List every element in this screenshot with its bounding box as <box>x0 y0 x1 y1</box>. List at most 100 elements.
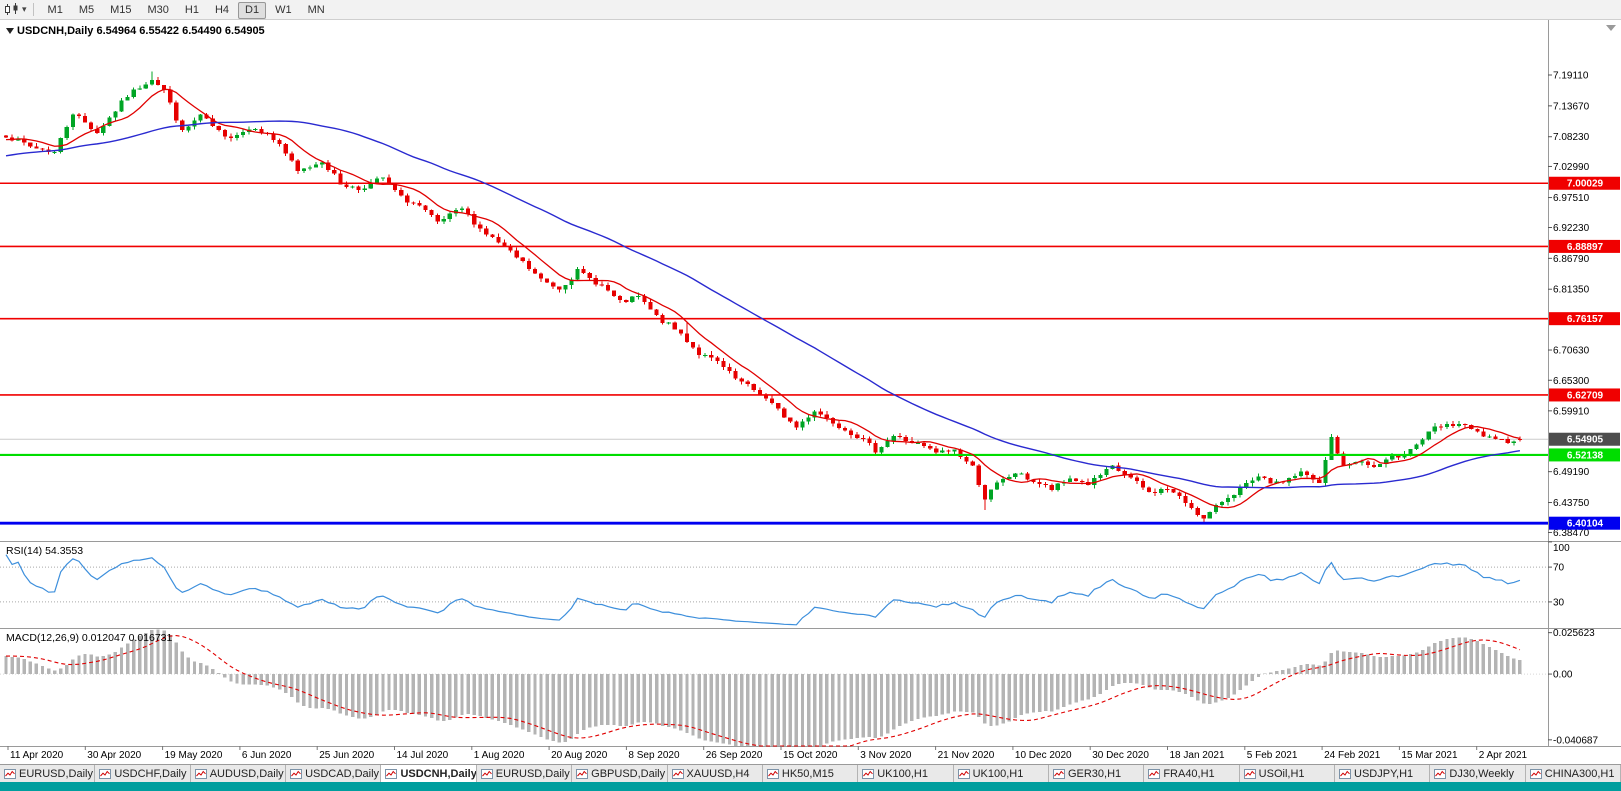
timeframe-toolbar: ▾ M1 M5 M15 M30 H1 H4 D1 W1 MN <box>0 0 1621 20</box>
tab-icon <box>194 768 207 779</box>
tab-label: HK50,M15 <box>781 767 834 780</box>
date-axis-label: 6 Jun 2020 <box>242 750 292 761</box>
tab-icon <box>99 768 112 779</box>
candlestick-series <box>3 71 1523 524</box>
tab-chart-icon <box>480 768 493 779</box>
tab-icon <box>385 768 398 779</box>
tab-label: FRA40,H1 <box>1163 767 1215 780</box>
rsi-level-label: 70 <box>1553 563 1565 574</box>
tab-icon <box>766 768 779 779</box>
bottom-tab-FRA40-H1[interactable]: FRA40,H1 <box>1144 765 1240 782</box>
bottom-tab-USDJPY-H1[interactable]: USDJPY,H1 <box>1335 765 1431 782</box>
price-badge-6.40104-text: 6.40104 <box>1567 519 1604 530</box>
bottom-tab-GER30-H1[interactable]: GER30,H1 <box>1048 765 1145 782</box>
chart-type-dropdown-caret-icon[interactable]: ▾ <box>22 4 27 14</box>
tab-icon <box>957 768 970 779</box>
bottom-tab-DJ30-Weekly[interactable]: DJ30,Weekly <box>1430 765 1526 782</box>
tab-icon <box>1434 768 1447 779</box>
timeframe-button-M30[interactable]: M30 <box>147 4 169 16</box>
date-axis-label: 2 Apr 2021 <box>1479 750 1528 761</box>
tab-label: USOil,H1 <box>1258 767 1305 780</box>
tab-icon <box>4 768 16 779</box>
bottom-tab-XAUUSD-H4[interactable]: XAUUSD,H4 <box>667 765 763 782</box>
tab-chart-icon <box>385 768 398 779</box>
bottom-tab-USDCNH-Daily[interactable]: USDCNH,Daily <box>381 765 477 782</box>
timeframe-button-D1[interactable]: D1 <box>238 2 267 19</box>
macd-axis-label-top: 0.025623 <box>1553 628 1595 639</box>
bottom-tab-HK50-M15[interactable]: HK50,M15 <box>762 765 859 782</box>
bottom-strip <box>0 782 1621 791</box>
symbol-marker-icon <box>6 28 14 34</box>
bottom-tab-GBPUSD-Daily[interactable]: GBPUSD,Daily <box>572 765 668 782</box>
price-tick-label: 6.65300 <box>1553 376 1590 387</box>
timeframe-button-M5[interactable]: M5 <box>78 4 95 16</box>
price-badge-6.40104[interactable] <box>1549 516 1620 530</box>
price-badge-6.52138-text: 6.52138 <box>1567 450 1604 461</box>
tab-chart-icon <box>1339 768 1352 779</box>
tab-label: GBPUSD,Daily <box>591 767 666 780</box>
price-badge-6.76157[interactable] <box>1549 312 1620 326</box>
timeframe-button-H4[interactable]: H4 <box>214 4 230 16</box>
price-badge-6.62709[interactable] <box>1549 388 1620 402</box>
rsi-line <box>5 554 1521 626</box>
chart-shift-marker-icon[interactable] <box>1606 25 1616 31</box>
price-tick-label: 6.38470 <box>1553 528 1590 539</box>
chart-svg[interactable]: 100 70 30 0.025623 0.00 -0.040687 7.19110 7.136… <box>0 20 1621 764</box>
macd-indicator-label: MACD(12,26,9) 0.012047 0.016731 <box>6 632 173 644</box>
tab-icon <box>576 768 589 779</box>
tab-label: CHINA300,H1 <box>1544 767 1615 780</box>
rsi-indicator-label: RSI(14) 54.3553 <box>6 545 84 557</box>
price-badge-6.52138[interactable] <box>1549 448 1620 462</box>
bottom-tab-UK100-H1[interactable]: UK100,H1 <box>953 765 1049 782</box>
date-axis-label: 18 Jan 2021 <box>1170 750 1225 761</box>
bottom-tab-USDCAD-Daily[interactable]: USDCAD,Daily <box>286 765 382 782</box>
tab-label: EURUSD,Daily <box>495 767 570 780</box>
price-tick-label: 6.59910 <box>1553 406 1590 417</box>
timeframe-buttons-group: M1 M5 M15 M30 H1 H4 D1 W1 MN <box>40 0 333 19</box>
chart-canvas[interactable]: 100 70 30 0.025623 0.00 -0.040687 7.19110 7.136… <box>0 20 1621 764</box>
price-tick-label: 6.49190 <box>1553 467 1590 478</box>
bid-price-badge[interactable] <box>1549 432 1620 446</box>
price-badge-7.00029-text: 7.00029 <box>1567 179 1604 190</box>
tab-chart-icon <box>1434 768 1447 779</box>
price-tick-label: 6.97510 <box>1553 193 1590 204</box>
bottom-tab-EURUSD-Daily[interactable]: EURUSD,Daily <box>476 765 573 782</box>
date-axis-label: 25 Jun 2020 <box>319 750 374 761</box>
price-tick-label: 7.02990 <box>1553 162 1590 173</box>
price-tick-label: 6.92230 <box>1553 223 1590 234</box>
price-badge-6.76157-text: 6.76157 <box>1567 314 1604 325</box>
price-badge-6.62709-text: 6.62709 <box>1567 390 1604 401</box>
bottom-tab-CHINA300-H1[interactable]: CHINA300,H1 <box>1525 765 1621 782</box>
tab-icon <box>1339 768 1352 779</box>
date-axis-label: 30 Dec 2020 <box>1092 750 1149 761</box>
timeframe-button-MN[interactable]: MN <box>307 4 325 16</box>
price-tick-label: 6.43750 <box>1553 498 1590 509</box>
tab-chart-icon <box>99 768 112 779</box>
chart-type-icon[interactable] <box>4 3 21 16</box>
tab-chart-icon <box>1529 768 1542 779</box>
timeframe-button-H1[interactable]: H1 <box>184 4 199 16</box>
ma-slow-line <box>5 120 1521 489</box>
tab-chart-icon <box>862 768 875 779</box>
tab-chart-icon <box>576 768 589 779</box>
tab-label: GER30,H1 <box>1067 767 1122 780</box>
price-tick-label: 7.19110 <box>1553 71 1589 82</box>
tab-chart-icon <box>290 768 303 779</box>
macd-histogram <box>4 629 1522 746</box>
tab-icon <box>862 768 875 779</box>
timeframe-button-M1[interactable]: M1 <box>47 4 63 16</box>
price-badge-6.88897[interactable] <box>1549 239 1620 253</box>
date-axis-label: 15 Mar 2021 <box>1401 750 1458 761</box>
bottom-tab-UK100-H1[interactable]: UK100,H1 <box>858 765 954 782</box>
date-axis-label: 11 Apr 2020 <box>10 750 64 761</box>
bottom-tab-EURUSD-Daily[interactable]: EURUSD,Daily <box>0 765 96 782</box>
bottom-tab-USOil-H1[interactable]: USOil,H1 <box>1239 765 1336 782</box>
tab-icon <box>480 768 493 779</box>
timeframe-button-W1[interactable]: W1 <box>275 4 292 16</box>
bottom-tab-AUDUSD-Daily[interactable]: AUDUSD,Daily <box>190 765 287 782</box>
price-badge-7.00029[interactable] <box>1549 176 1620 190</box>
timeframe-button-M15[interactable]: M15 <box>110 4 132 16</box>
bottom-tab-USDCHF-Daily[interactable]: USDCHF,Daily <box>95 765 191 782</box>
price-tick-label: 6.70630 <box>1553 346 1590 357</box>
